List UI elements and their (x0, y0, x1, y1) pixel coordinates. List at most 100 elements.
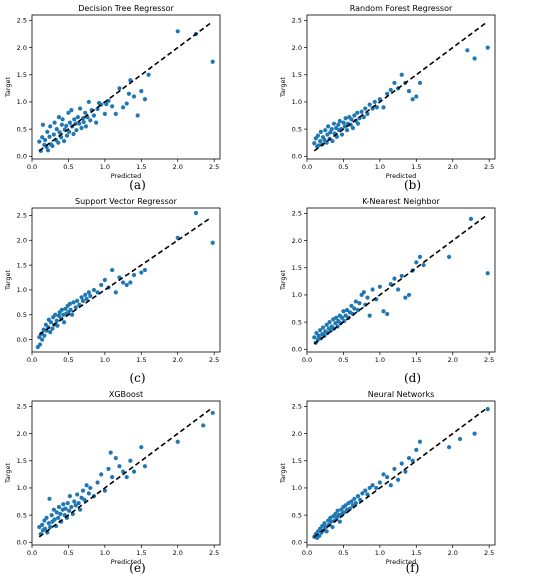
y-tick-label: 0.5 (17, 125, 27, 133)
panel-f: Neural Networks 0.0 0.5 1.0 1.5 2.0 2.5 0.0 0.5 1… (275, 386, 550, 578)
data-point (48, 524, 53, 530)
y-tick-label: 2.5 (292, 210, 302, 218)
chart-title: Decision Tree Regressor (78, 4, 174, 13)
data-point (79, 125, 84, 131)
plot-frame (306, 207, 496, 353)
data-point (110, 104, 115, 109)
data-point (446, 254, 452, 260)
data-point (65, 501, 70, 506)
data-point (360, 491, 365, 496)
data-point (417, 439, 423, 444)
data-point (175, 29, 180, 34)
data-point (139, 270, 144, 275)
data-point (485, 407, 490, 412)
data-point (414, 94, 419, 99)
data-point (53, 312, 58, 317)
data-point (350, 125, 356, 131)
data-point (337, 118, 342, 124)
data-point (135, 113, 140, 118)
y-tick-label: 0.5 (292, 511, 302, 519)
x-tick-label: 0.5 (63, 549, 73, 557)
data-point (94, 120, 99, 125)
chart-title: Support Vector Regressor (75, 197, 178, 206)
figure-caption: (c) (129, 371, 146, 385)
data-point (485, 45, 490, 50)
data-point (57, 130, 62, 135)
y-tick-label: 0.0 (292, 345, 302, 353)
data-point (344, 308, 350, 313)
data-point (342, 124, 347, 129)
y-tick-label: 0.0 (17, 538, 27, 546)
data-point (210, 410, 215, 416)
data-point (61, 502, 66, 507)
data-point (315, 133, 321, 138)
data-point (61, 138, 67, 144)
data-point (343, 313, 348, 318)
y-tick-label: 0.0 (292, 538, 302, 546)
data-point (48, 320, 54, 325)
data-point (343, 503, 348, 508)
data-point (318, 129, 323, 134)
data-point (44, 515, 49, 520)
data-point (37, 139, 42, 144)
data-point (468, 216, 474, 221)
data-point (110, 267, 115, 273)
data-point (392, 276, 397, 281)
y-axis-label: Target (279, 462, 287, 484)
data-point (64, 133, 70, 138)
data-point (414, 447, 419, 453)
chart-support-vector: Support Vector Regressor 0.0 0.5 1.0 1.5 2.0 2… (4, 197, 221, 364)
data-point (142, 97, 148, 102)
data-point (58, 511, 63, 517)
data-point (91, 113, 97, 118)
data-point (50, 143, 55, 149)
data-point (485, 271, 490, 276)
data-point (72, 499, 77, 504)
data-point (344, 128, 350, 133)
data-point (48, 124, 53, 129)
y-tick-label: 1.5 (17, 71, 27, 79)
chart-xgboost: XGBoost 0.0 0.5 1.0 1.5 2.0 2.5 0.0 0.5 1.0 1.5 2.0… (4, 390, 221, 566)
data-point (331, 121, 337, 126)
data-point (43, 137, 48, 143)
data-point (388, 87, 393, 93)
data-point (342, 510, 347, 515)
data-point (335, 508, 340, 513)
data-point (88, 293, 93, 298)
data-point (395, 477, 401, 482)
data-point (99, 472, 104, 477)
data-point (330, 524, 335, 530)
data-point (84, 296, 89, 301)
data-point (56, 115, 62, 120)
data-point (131, 272, 137, 278)
data-point (56, 313, 62, 318)
data-point (355, 308, 361, 313)
data-point (324, 322, 329, 327)
data-point (367, 313, 372, 318)
x-axis-label: Predicted (386, 172, 417, 180)
y-tick-label: 1.5 (292, 264, 302, 272)
data-point (106, 466, 111, 472)
data-point (142, 267, 148, 273)
data-point (59, 307, 64, 312)
data-point (385, 311, 390, 317)
data-point (55, 323, 60, 328)
x-tick-label: 2.0 (173, 549, 183, 557)
data-point (102, 111, 107, 116)
data-point (74, 128, 79, 133)
data-point (355, 121, 361, 126)
data-point (399, 273, 404, 279)
data-point (64, 123, 69, 128)
data-point (88, 485, 93, 491)
x-tick-label: 0.0 (302, 163, 312, 171)
y-tick-label: 0.5 (292, 125, 302, 133)
data-point (61, 320, 67, 325)
data-point (131, 469, 137, 474)
data-point (71, 300, 76, 305)
x-tick-label: 2.5 (484, 356, 494, 364)
x-tick-label: 2.5 (209, 549, 219, 557)
data-point (45, 148, 51, 153)
y-tick-label: 2.0 (292, 237, 302, 245)
data-point (80, 298, 86, 303)
x-tick-label: 1.0 (375, 163, 385, 171)
